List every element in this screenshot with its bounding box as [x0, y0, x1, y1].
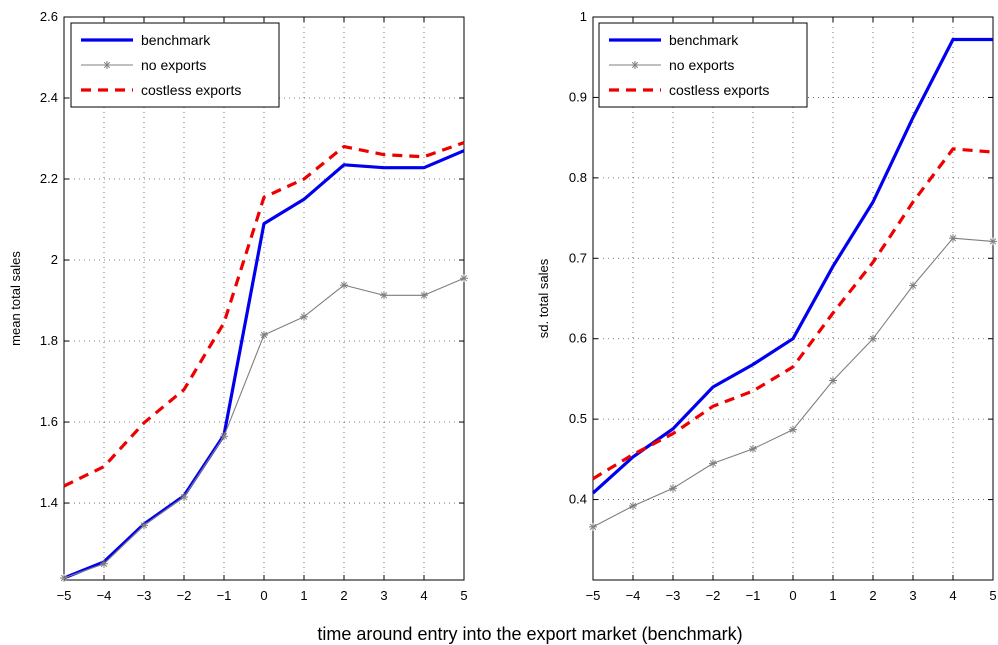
legend: benchmark no exports costless exports [598, 22, 808, 108]
data-point-no-exports [420, 291, 428, 300]
legend-label: benchmark [669, 32, 739, 48]
chart-mean-total-sales: −5 −4 −3 −2 −1 0 1 2 3 4 5 1.4 1.6 1.8 2 2.2 2.4 2.6 mean … [8, 9, 468, 603]
data-point-no-exports [749, 444, 757, 453]
x-tick-label: 3 [909, 588, 916, 603]
x-tick-label: −5 [586, 588, 601, 603]
legend-label: costless exports [669, 82, 769, 98]
x-tick-label: −4 [626, 588, 641, 603]
y-tick-label: 0.4 [569, 492, 587, 507]
data-point-no-exports [340, 281, 348, 290]
x-tick-label: 2 [340, 588, 347, 603]
x-tick-label: 0 [260, 588, 267, 603]
y-tick-label: 2 [51, 252, 58, 267]
x-tick-label: 3 [380, 588, 387, 603]
x-tick-label: 2 [869, 588, 876, 603]
x-tick-label: −1 [217, 588, 232, 603]
data-point-no-exports [180, 492, 188, 501]
data-point-no-exports [709, 459, 717, 468]
data-point-no-exports [380, 291, 388, 300]
x-tick-label: −2 [177, 588, 192, 603]
y-tick-label: 2.6 [40, 9, 58, 24]
y-tick-label: 1 [580, 9, 587, 24]
y-tick-label: 0.6 [569, 331, 587, 346]
y-axis-label: mean total sales [8, 251, 23, 346]
y-tick-label: 2.2 [40, 171, 58, 186]
x-tick-label: −5 [57, 588, 72, 603]
series-line-costless-exports [63, 141, 465, 488]
y-tick-label: 0.7 [569, 250, 587, 265]
y-tick-label: 2.4 [40, 90, 58, 105]
data-point-no-exports [460, 274, 468, 283]
x-tick-label: 1 [300, 588, 307, 603]
x-tick-label: −4 [97, 588, 112, 603]
legend-marker [631, 61, 639, 69]
chart-sd-total-sales: −5 −4 −3 −2 −1 0 1 2 3 4 5 0.4 0.5 0.6 0.7 0.8 0.9 1 sd. t… [536, 9, 997, 603]
series-line-benchmark [63, 149, 465, 580]
data-point-no-exports [589, 522, 597, 531]
y-axis-label: sd. total sales [536, 258, 551, 338]
x-tick-label: 4 [949, 588, 956, 603]
y-tick-label: 0.9 [569, 89, 587, 104]
legend-marker [103, 61, 111, 69]
data-point-no-exports [629, 502, 637, 511]
x-tick-label: 5 [989, 588, 996, 603]
data-point-no-exports [300, 312, 308, 321]
data-point-no-exports [140, 521, 148, 530]
x-tick-label: 5 [460, 588, 467, 603]
data-point-no-exports [789, 425, 797, 434]
data-point-no-exports [989, 237, 997, 246]
x-tick-label: −2 [706, 588, 721, 603]
y-tick-label: 0.8 [569, 170, 587, 185]
legend-label: costless exports [141, 82, 241, 98]
data-point-no-exports [260, 330, 268, 339]
y-tick-label: 1.4 [40, 495, 58, 510]
y-tick-label: 1.8 [40, 333, 58, 348]
x-tick-label: −3 [666, 588, 681, 603]
figure-x-axis-label: time around entry into the export market… [317, 624, 742, 644]
data-point-no-exports [909, 281, 917, 290]
legend-label: benchmark [141, 32, 211, 48]
plot-area [592, 16, 994, 581]
series-line-costless-exports [592, 147, 994, 481]
data-point-no-exports [829, 376, 837, 385]
data-point-no-exports [220, 432, 228, 441]
legend: benchmark no exports costless exports [70, 22, 280, 108]
legend-label: no exports [669, 57, 734, 73]
x-tick-label: 1 [829, 588, 836, 603]
data-point-no-exports [60, 573, 68, 582]
x-tick-label: −3 [137, 588, 152, 603]
data-point-no-exports [669, 484, 677, 493]
plot-area [63, 16, 465, 581]
data-point-no-exports [100, 559, 108, 568]
y-tick-label: 0.5 [569, 411, 587, 426]
x-tick-label: 4 [420, 588, 427, 603]
data-point-no-exports [869, 334, 877, 343]
series-line-benchmark [591, 37, 993, 495]
x-tick-label: −1 [746, 588, 761, 603]
legend-label: no exports [141, 57, 206, 73]
data-point-no-exports [949, 234, 957, 243]
y-tick-label: 1.6 [40, 414, 58, 429]
x-tick-label: 0 [789, 588, 796, 603]
